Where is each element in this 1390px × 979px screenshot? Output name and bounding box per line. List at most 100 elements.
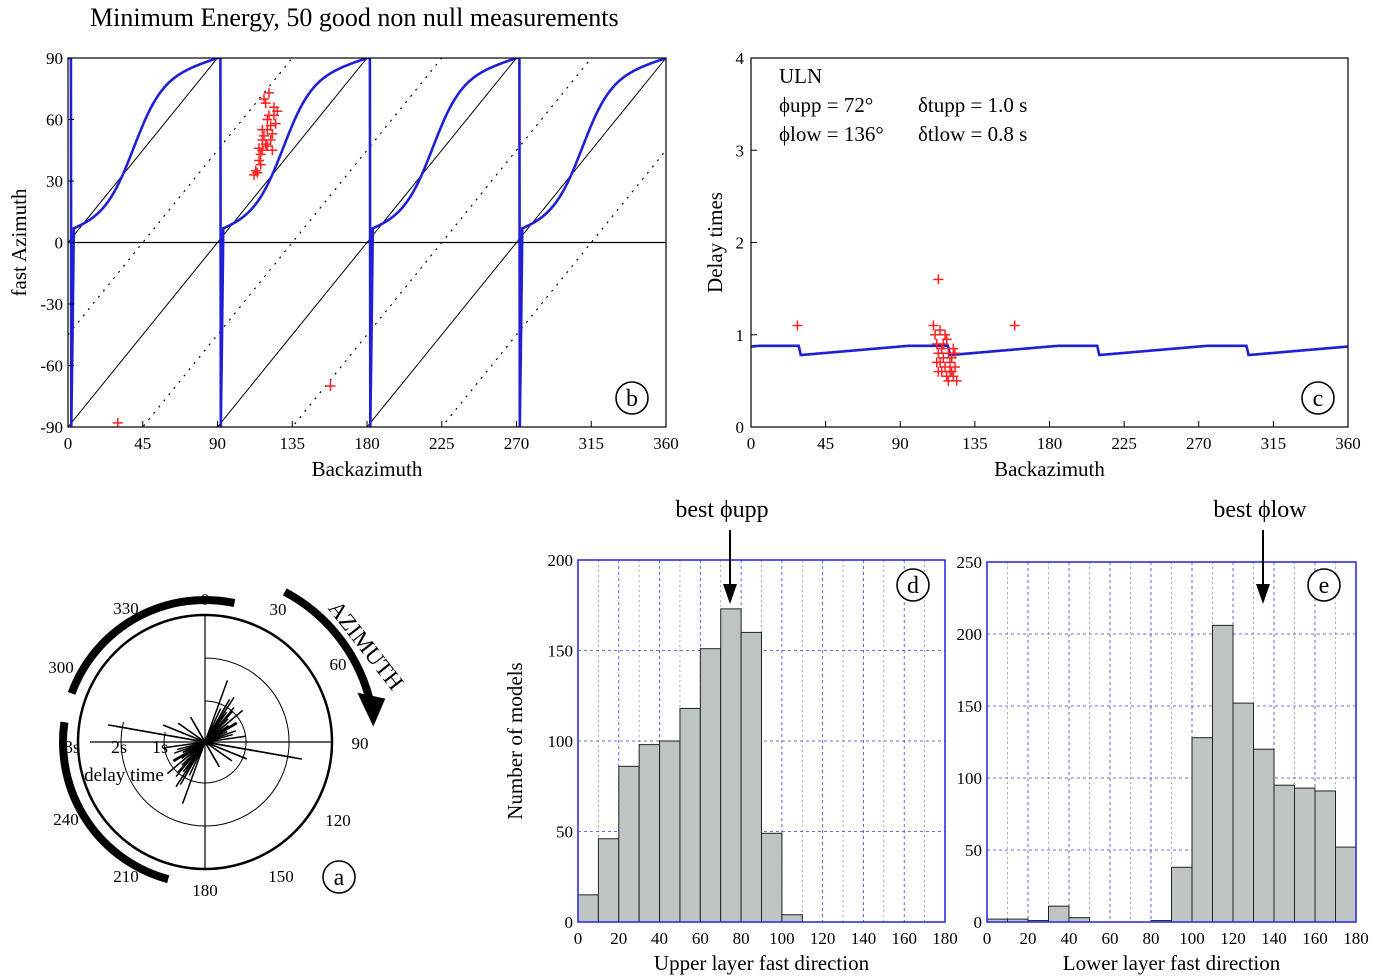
angle-tick-label: 60 (330, 655, 347, 674)
histogram-bar-15 (1294, 787, 1316, 923)
histogram-bar-8 (740, 631, 762, 923)
radial-tick-label-3s: 3s (64, 737, 80, 757)
data-point-4 (930, 329, 941, 340)
data-point-15 (267, 128, 278, 139)
x-tick-label: 80 (733, 929, 750, 948)
panel-label-a-circle (322, 860, 356, 894)
data-point-26 (940, 329, 951, 340)
data-point-25 (272, 106, 283, 117)
data-point-18 (259, 94, 270, 104)
data-point-17 (270, 118, 281, 129)
angle-tick-label: 330 (113, 599, 139, 618)
angle-tick-label: 300 (48, 658, 74, 677)
panel-label-c-circle (1301, 381, 1335, 415)
data-point-23 (265, 135, 276, 145)
data-point-16 (949, 362, 960, 373)
data-point-28 (267, 145, 278, 156)
x-tick-label: 180 (932, 929, 958, 948)
data-point-10 (260, 139, 271, 150)
y-tick-label: 100 (548, 732, 574, 751)
x-tick-label: 45 (817, 434, 834, 453)
y-tick-label: 0 (55, 234, 64, 253)
data-point-10 (940, 362, 951, 373)
histogram-bar-6 (699, 648, 722, 923)
angle-tick-label: 0 (201, 590, 210, 609)
y-tick-label: -60 (40, 357, 63, 376)
y-tick-label: -30 (40, 295, 63, 314)
best-direction-annotation: best ϕupp (675, 497, 768, 523)
x-tick-label: 160 (1302, 929, 1328, 948)
x-tick-label: 135 (280, 434, 306, 453)
solid-reference-line-1 (68, 58, 368, 427)
data-point-21 (941, 334, 952, 345)
x-tick-label: 140 (1261, 929, 1287, 948)
y-axis-label: Delay times (703, 192, 727, 293)
histogram-bar-1 (597, 838, 620, 923)
plot-frame (986, 561, 1357, 923)
x-tick-label: 40 (1061, 929, 1078, 948)
best-direction-annotation: best ϕlow (1213, 497, 1307, 523)
angle-tick-label: 240 (53, 810, 79, 829)
solid-reference-line-2 (216, 58, 518, 427)
y-tick-label: 0 (565, 913, 574, 932)
radial-tick-label-2s: 2s (111, 737, 127, 757)
data-point-27 (943, 375, 954, 386)
data-point-19 (260, 98, 271, 109)
angle-tick-label: 210 (113, 867, 139, 886)
y-tick-label: 60 (46, 111, 63, 130)
x-tick-label: 20 (1020, 929, 1037, 948)
x-tick-label: 225 (429, 434, 455, 453)
x-tick-label: 120 (810, 929, 836, 948)
x-tick-label: 0 (747, 434, 756, 453)
angle-tick-label: 120 (325, 811, 351, 830)
radial-tick-label-1s: 1s (152, 737, 168, 757)
data-point-1 (933, 274, 944, 285)
y-tick-label: 150 (957, 697, 983, 716)
outer-arc-top (67, 596, 236, 695)
panel-label-a: a (334, 865, 345, 891)
histogram-bar-9 (1171, 866, 1193, 923)
data-point-3 (928, 320, 939, 331)
angle-tick-label: 30 (270, 600, 287, 619)
y-tick-label: -90 (40, 418, 63, 437)
angle-tick-label: 150 (268, 867, 294, 886)
data-point-0 (112, 417, 123, 427)
histogram-bar-3 (1048, 905, 1070, 923)
histogram-bar-9 (761, 832, 783, 923)
outer-delay-circle (76, 613, 334, 871)
delay-circle-1 (120, 657, 290, 827)
histogram-bar-10 (1191, 737, 1213, 923)
y-tick-label: 90 (46, 49, 63, 68)
histogram-bar-13 (1253, 748, 1275, 923)
data-point-6 (255, 149, 266, 160)
data-point-23 (948, 371, 959, 382)
data-point-21 (255, 159, 266, 170)
x-axis-label: Backazimuth (312, 457, 423, 481)
angle-tick-label: 180 (192, 881, 218, 900)
data-point-3 (250, 165, 261, 176)
x-tick-label: 180 (1037, 434, 1063, 453)
x-tick-label: 80 (1143, 929, 1160, 948)
x-tick-label: 140 (851, 929, 877, 948)
data-point-18 (931, 357, 942, 368)
panel-label-b: b (626, 386, 638, 412)
phi-upp-label: ϕupp = 72° (779, 93, 873, 117)
data-point-22 (254, 143, 265, 154)
y-tick-label: 3 (736, 141, 745, 160)
dotted-reference-line-0 (68, 58, 294, 336)
y-axis-label: Number of models (503, 662, 527, 819)
x-tick-label: 180 (354, 434, 380, 453)
y-tick-label: 150 (548, 642, 574, 661)
x-tick-label: 360 (653, 434, 679, 453)
y-tick-label: 0 (736, 418, 745, 437)
histogram-bar-7 (720, 608, 742, 923)
x-tick-label: 60 (1102, 929, 1119, 948)
x-tick-label: 360 (1335, 434, 1361, 453)
solid-reference-line-3 (366, 58, 666, 427)
histogram-bar-12 (1232, 702, 1254, 923)
data-point-27 (262, 141, 273, 152)
panel-label-b-circle (615, 381, 649, 415)
phi-low-label: ϕlow = 136° (779, 122, 884, 146)
data-point-19 (935, 325, 946, 336)
x-tick-label: 60 (692, 929, 709, 948)
